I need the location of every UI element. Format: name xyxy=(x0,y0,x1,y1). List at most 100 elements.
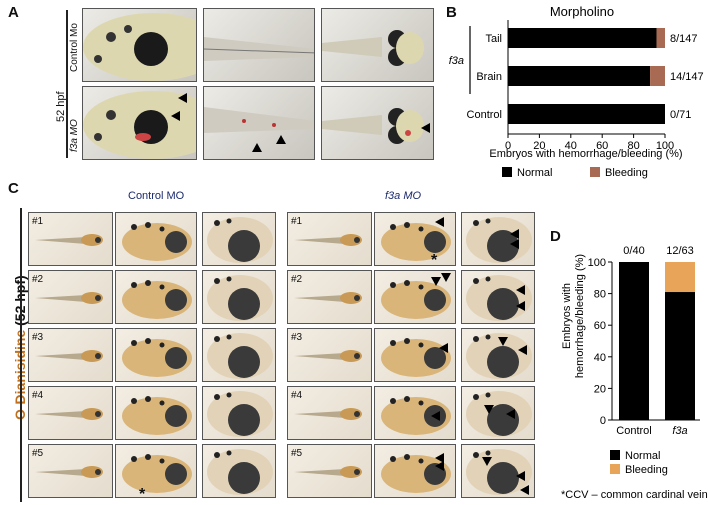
row-number: #1 xyxy=(291,216,303,227)
arrowhead-icon xyxy=(441,273,451,282)
arrowhead-icon xyxy=(516,285,525,295)
row-number: #3 xyxy=(291,332,303,343)
arrowhead-icon xyxy=(498,337,508,346)
y-tick-label: 40 xyxy=(594,352,606,364)
legend-swatch-normal xyxy=(610,450,620,460)
chart-d-ylabel-1: Embryos with xyxy=(561,283,573,349)
chart-d-ylabel-2: hemorrhage/bleeding (%) xyxy=(574,254,586,378)
stain-photo xyxy=(374,270,456,324)
panel-letter-a: A xyxy=(8,4,19,21)
x-tick-label: 20 xyxy=(533,140,545,152)
stain-photo xyxy=(202,386,276,440)
row-number: #4 xyxy=(291,390,303,401)
row-bracket xyxy=(66,10,68,158)
bar-control-normal xyxy=(619,262,649,420)
group-label: f3a xyxy=(449,55,464,67)
y-tick-label: 0 xyxy=(600,415,606,427)
photo-f3a-dorsal xyxy=(321,86,434,160)
photo-control-tail xyxy=(203,8,315,82)
bar-tail-normal xyxy=(508,28,657,48)
row-label-f3a: f3a MO xyxy=(69,119,80,152)
arrowhead-icon xyxy=(431,411,440,421)
legend-label-bleeding: Bleeding xyxy=(625,464,668,476)
arrowhead-icon xyxy=(518,345,527,355)
bar-f3a-bleeding xyxy=(665,262,695,293)
y-tick-label: 100 xyxy=(588,257,606,269)
legend-label-normal: Normal xyxy=(625,450,660,462)
arrowhead-icon xyxy=(516,471,525,481)
x-tick-label: 0 xyxy=(505,140,511,152)
ccv-asterisk: * xyxy=(431,252,438,269)
arrowhead-icon xyxy=(435,461,444,471)
stain-bracket xyxy=(20,208,22,502)
row-label-control: Control Mo xyxy=(69,23,80,72)
panel-letter-b: B xyxy=(446,4,457,21)
x-tick-label: 40 xyxy=(565,140,577,152)
bar-brain-normal xyxy=(508,66,651,86)
chart-b-legend: Normal Bleeding xyxy=(502,167,648,179)
bar-brain-bleeding xyxy=(650,66,665,86)
stain-photo xyxy=(115,212,197,266)
row-number: #3 xyxy=(32,332,44,343)
stain-photo xyxy=(374,212,456,266)
arrowhead-icon xyxy=(510,239,519,249)
stain-photo: #3 xyxy=(28,328,113,382)
category-label: Control xyxy=(616,425,651,437)
arrowhead-icon xyxy=(252,143,262,152)
stain-photo xyxy=(202,328,276,382)
arrowhead-icon xyxy=(482,457,492,466)
category-label: f3a xyxy=(672,425,687,437)
stain-photo xyxy=(461,270,535,324)
row-number: #5 xyxy=(32,448,44,459)
stain-photo: #2 xyxy=(28,270,113,324)
bar-f3a-normal xyxy=(665,292,695,420)
row-number: #2 xyxy=(32,274,44,285)
legend-swatch-bleeding xyxy=(610,464,620,474)
stain-photo xyxy=(115,328,197,382)
photo-control-dorsal xyxy=(321,8,434,82)
arrowhead-icon xyxy=(435,217,444,227)
data-label: 14/147 xyxy=(670,71,704,83)
stain-photo xyxy=(374,386,456,440)
stain-photo: #1 xyxy=(287,212,372,266)
row-number: #2 xyxy=(291,274,303,285)
stain-photo xyxy=(461,328,535,382)
y-tick-label: 60 xyxy=(594,320,606,332)
stain-photo: #5 xyxy=(28,444,113,498)
col-title-control: Control MO xyxy=(128,190,185,202)
data-label: 12/63 xyxy=(666,245,694,257)
row-number: #1 xyxy=(32,216,44,227)
arrowhead-icon xyxy=(421,123,430,133)
arrowhead-icon xyxy=(484,405,494,414)
bleeding-bar-chart-b: Morpholino Tail 8/147 Brain 14/147 Control 0/… xyxy=(449,4,704,179)
stain-photo xyxy=(461,212,535,266)
arrowhead-icon xyxy=(506,409,515,419)
data-label: 0/40 xyxy=(623,245,644,257)
bar-control-normal xyxy=(508,104,665,124)
arrowhead-icon xyxy=(435,453,444,463)
stain-photo xyxy=(461,386,535,440)
stain-photo: #2 xyxy=(287,270,372,324)
arrowhead-icon xyxy=(171,111,180,121)
chart-b-xlabel: Embryos with hemorrhage/bleeding (%) xyxy=(489,148,682,160)
panel-letter-c: C xyxy=(8,180,19,197)
arrowhead-icon xyxy=(520,485,529,495)
x-tick-label: 80 xyxy=(627,140,639,152)
chart-d-legend: Normal Bleeding xyxy=(610,450,668,476)
category-label: Tail xyxy=(485,33,502,45)
arrowhead-icon xyxy=(516,301,525,311)
legend-label-bleeding: Bleeding xyxy=(605,167,648,179)
stain-photo: #4 xyxy=(28,386,113,440)
stain-photo: #1 xyxy=(28,212,113,266)
stain-photo xyxy=(115,444,197,498)
stain-photo xyxy=(115,386,197,440)
stain-photo xyxy=(374,328,456,382)
y-tick-label: 20 xyxy=(594,383,606,395)
y-tick-label: 80 xyxy=(594,289,606,301)
bleeding-bar-chart-d: Embryos with hemorrhage/bleeding (%) Con… xyxy=(561,245,708,501)
arrowhead-icon xyxy=(276,135,286,144)
data-label: 0/71 xyxy=(670,109,691,121)
arrowhead-icon xyxy=(431,277,441,286)
legend-swatch-bleeding xyxy=(590,167,600,177)
photo-f3a-head xyxy=(82,86,197,160)
